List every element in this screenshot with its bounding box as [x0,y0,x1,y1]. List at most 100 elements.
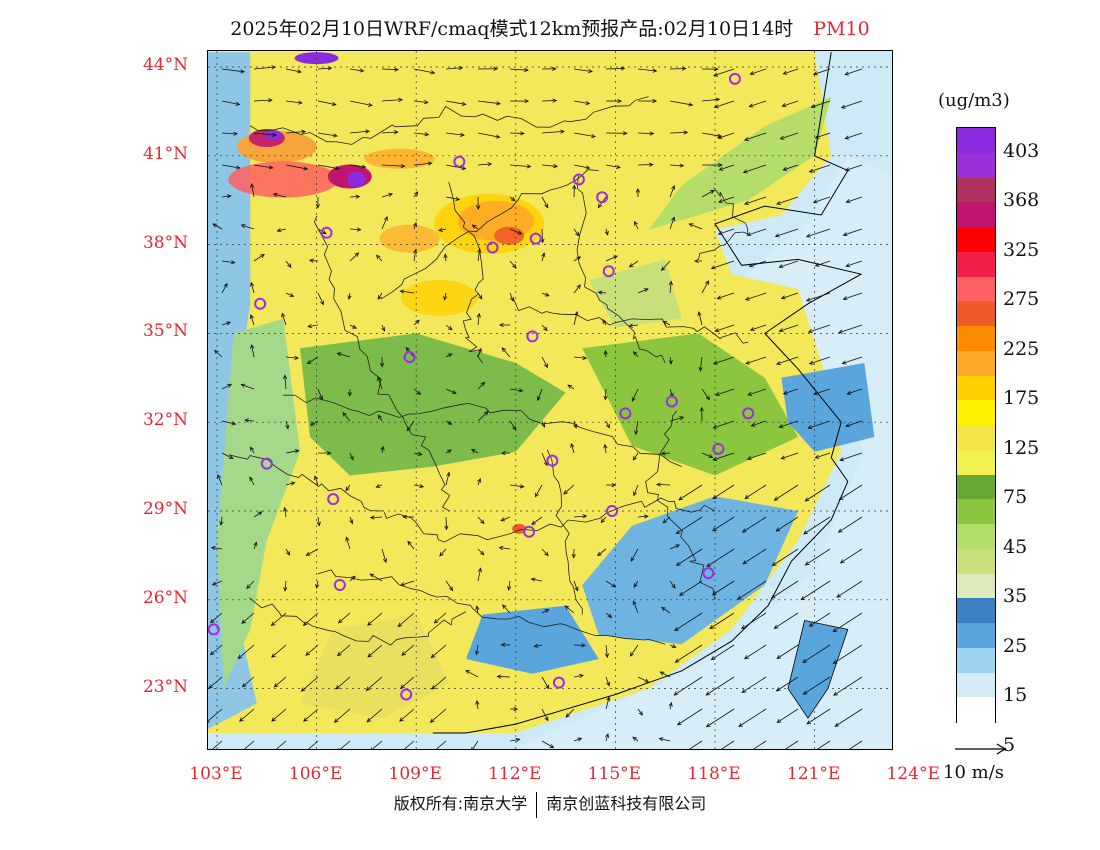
wind-arrow [802,644,831,663]
colorbar-label: 35 [1003,585,1028,608]
wind-arrow [477,292,483,300]
wind-arrow [381,163,406,169]
wind-arrow [800,580,831,601]
wind-arrow [660,260,671,272]
wind-arrow [541,129,565,134]
wind-arrow [669,66,687,71]
wind-arrow [509,67,529,73]
wind-arrow [349,452,354,461]
wind-arrow [600,516,607,524]
coastline [432,52,863,734]
wind-arrow [752,740,767,749]
colorbar-swatch [957,202,995,228]
wind-arrow [431,676,447,690]
city-marker [546,454,559,467]
wind-arrow [541,356,548,369]
wind-arrow [605,420,610,429]
wind-arrow [349,68,365,73]
wind-arrow [477,516,485,525]
wind-arrow [571,548,576,559]
wind-arrow [381,548,387,564]
city-marker [572,173,585,186]
wind-arrow [706,548,735,567]
longitude-label: 103°E [189,764,243,784]
wind-arrow [782,164,799,171]
wind-arrow [250,183,255,198]
wind-arrow [712,484,735,500]
wind-arrow [773,612,799,629]
wind-arrow [221,164,241,170]
wind-arrow [573,737,583,742]
wind-arrow [605,733,610,742]
wind-arrow [381,324,386,332]
longitude-label: 118°E [687,764,741,784]
wind-arrow [477,410,489,422]
wind-arrow [317,132,338,138]
wind-arrow [668,356,673,365]
colorbar-swatch [957,449,995,475]
wind-arrow [366,708,383,723]
wind-arrow [349,324,357,329]
wind-arrow [750,420,767,427]
wind-arrow [637,131,655,136]
wind-arrow [839,452,863,462]
wind-arrow [315,196,320,209]
wind-arrow [605,66,626,71]
wind-arrow [509,484,525,489]
wind-arrow [253,98,273,103]
map-panel[interactable] [207,50,893,750]
colorbar-label: 275 [1003,288,1040,311]
wind-arrow [633,484,639,497]
wind-arrow [838,484,863,501]
wind-arrow [567,384,575,390]
copyright-footer: 版权所有:南京大学 南京创蓝科技有限公司 [0,790,1100,818]
wind-arrow [212,223,223,230]
wind-arrow [844,420,863,428]
wind-arrow [775,356,799,365]
wind-arrow [465,670,479,678]
wind-arrow [221,321,232,326]
wind-arrow [445,65,464,71]
wind-arrow [675,516,703,535]
wind-arrow [669,163,685,168]
wind-arrow [810,100,831,109]
wind-arrow [743,644,767,660]
wind-arrow [209,612,223,624]
wind-arrow [605,131,628,136]
wind-arrow [541,740,555,749]
wind-arrow [597,548,607,557]
colorbar-swatch [957,128,995,154]
colorbar-label: 15 [1003,684,1028,707]
colorbar-label: 325 [1003,238,1040,261]
colorbar-swatch [957,697,995,723]
shandong-green [588,259,682,328]
wind-arrow [285,481,296,486]
wind-arrow [605,676,611,687]
wind-reference-arrow-icon [955,743,1007,755]
wind-arrow [541,324,548,332]
wind-arrow [477,548,485,556]
wind-arrow [253,132,278,137]
wind-arrow [637,162,654,167]
colorbar-swatch [957,524,995,550]
wind-arrow [444,516,449,531]
city-marker [712,442,725,455]
wind-arrow [573,132,597,139]
wind-arrow [563,484,575,495]
wind-arrow [637,98,658,104]
wind-arrow [698,356,703,372]
pollutant-label: PM10 [813,18,870,40]
wind-arrow [705,676,735,696]
wind-arrow [309,420,319,426]
wind-arrow [333,708,351,723]
wind-arrow [208,708,223,723]
wind-arrow [778,324,799,333]
wind-arrow [701,189,715,198]
wind-arrow [744,484,767,500]
wind-arrow [669,216,676,230]
city-marker [260,457,273,470]
wind-arrow [573,673,584,678]
wind-arrow [573,164,591,170]
wind-arrow [375,254,383,262]
city-marker [529,232,542,245]
